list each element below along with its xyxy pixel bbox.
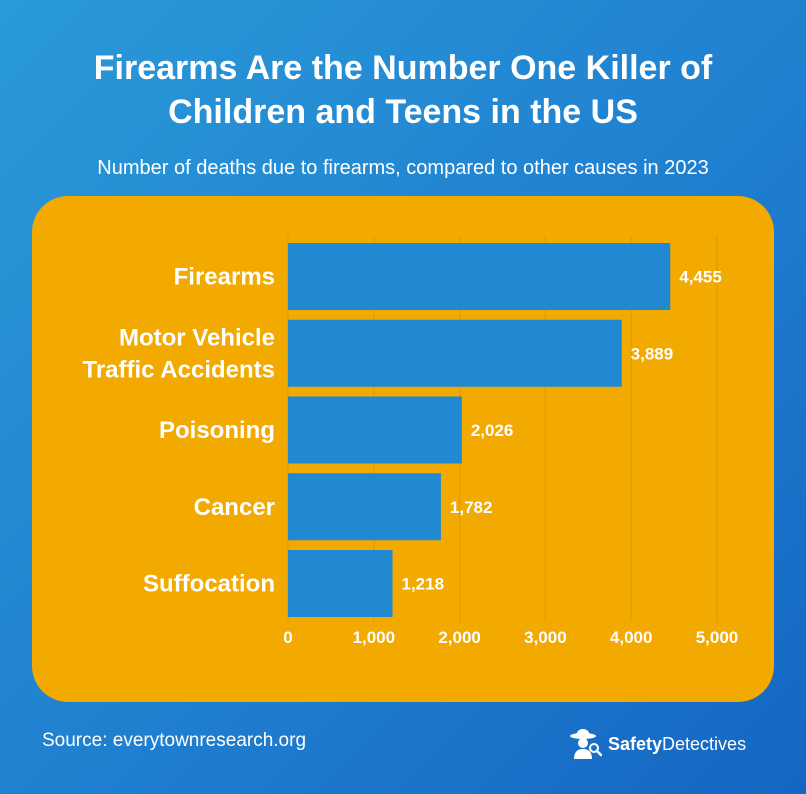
brand-name-bold: Safety [608, 733, 663, 754]
x-tick-label-5: 5,000 [696, 628, 739, 647]
category-label-2: Poisoning [159, 417, 275, 444]
bar-1 [288, 319, 622, 387]
category-label-1-line-0: Motor Vehicle [119, 324, 275, 351]
chart-title-line-1: Firearms Are the Number One Killer of [93, 49, 713, 87]
brand-name-regular: Detectives [662, 733, 747, 754]
x-tick-label-2: 2,000 [438, 628, 481, 647]
source-note: Source: everytownresearch.org [42, 730, 307, 751]
category-label-0: Firearms [174, 264, 275, 291]
x-tick-label-3: 3,000 [524, 628, 567, 647]
chart-title-line-2: Children and Teens in the US [168, 93, 638, 131]
detective-icon [570, 729, 602, 759]
category-label-1-line-1: Traffic Accidents [82, 356, 275, 383]
x-tick-label-0: 0 [283, 628, 292, 647]
value-label-4: 1,218 [402, 575, 445, 594]
bar-3 [288, 473, 441, 541]
value-label-2: 2,026 [471, 421, 514, 440]
bar-2 [288, 396, 462, 464]
value-label-0: 4,455 [679, 268, 722, 287]
category-label-3: Cancer [194, 494, 275, 521]
chart-title: Firearms Are the Number One Killer of Ch… [0, 46, 806, 134]
value-label-3: 1,782 [450, 498, 493, 517]
chart-subtitle: Number of deaths due to firearms, compar… [97, 157, 709, 179]
bar-4 [288, 550, 393, 617]
bar-0 [288, 243, 671, 310]
x-tick-label-1: 1,000 [353, 628, 396, 647]
category-label-4: Suffocation [143, 571, 275, 598]
value-label-1: 3,889 [631, 344, 674, 363]
brand-logo: Safety Detectives [568, 728, 746, 760]
x-tick-label-4: 4,000 [610, 628, 653, 647]
